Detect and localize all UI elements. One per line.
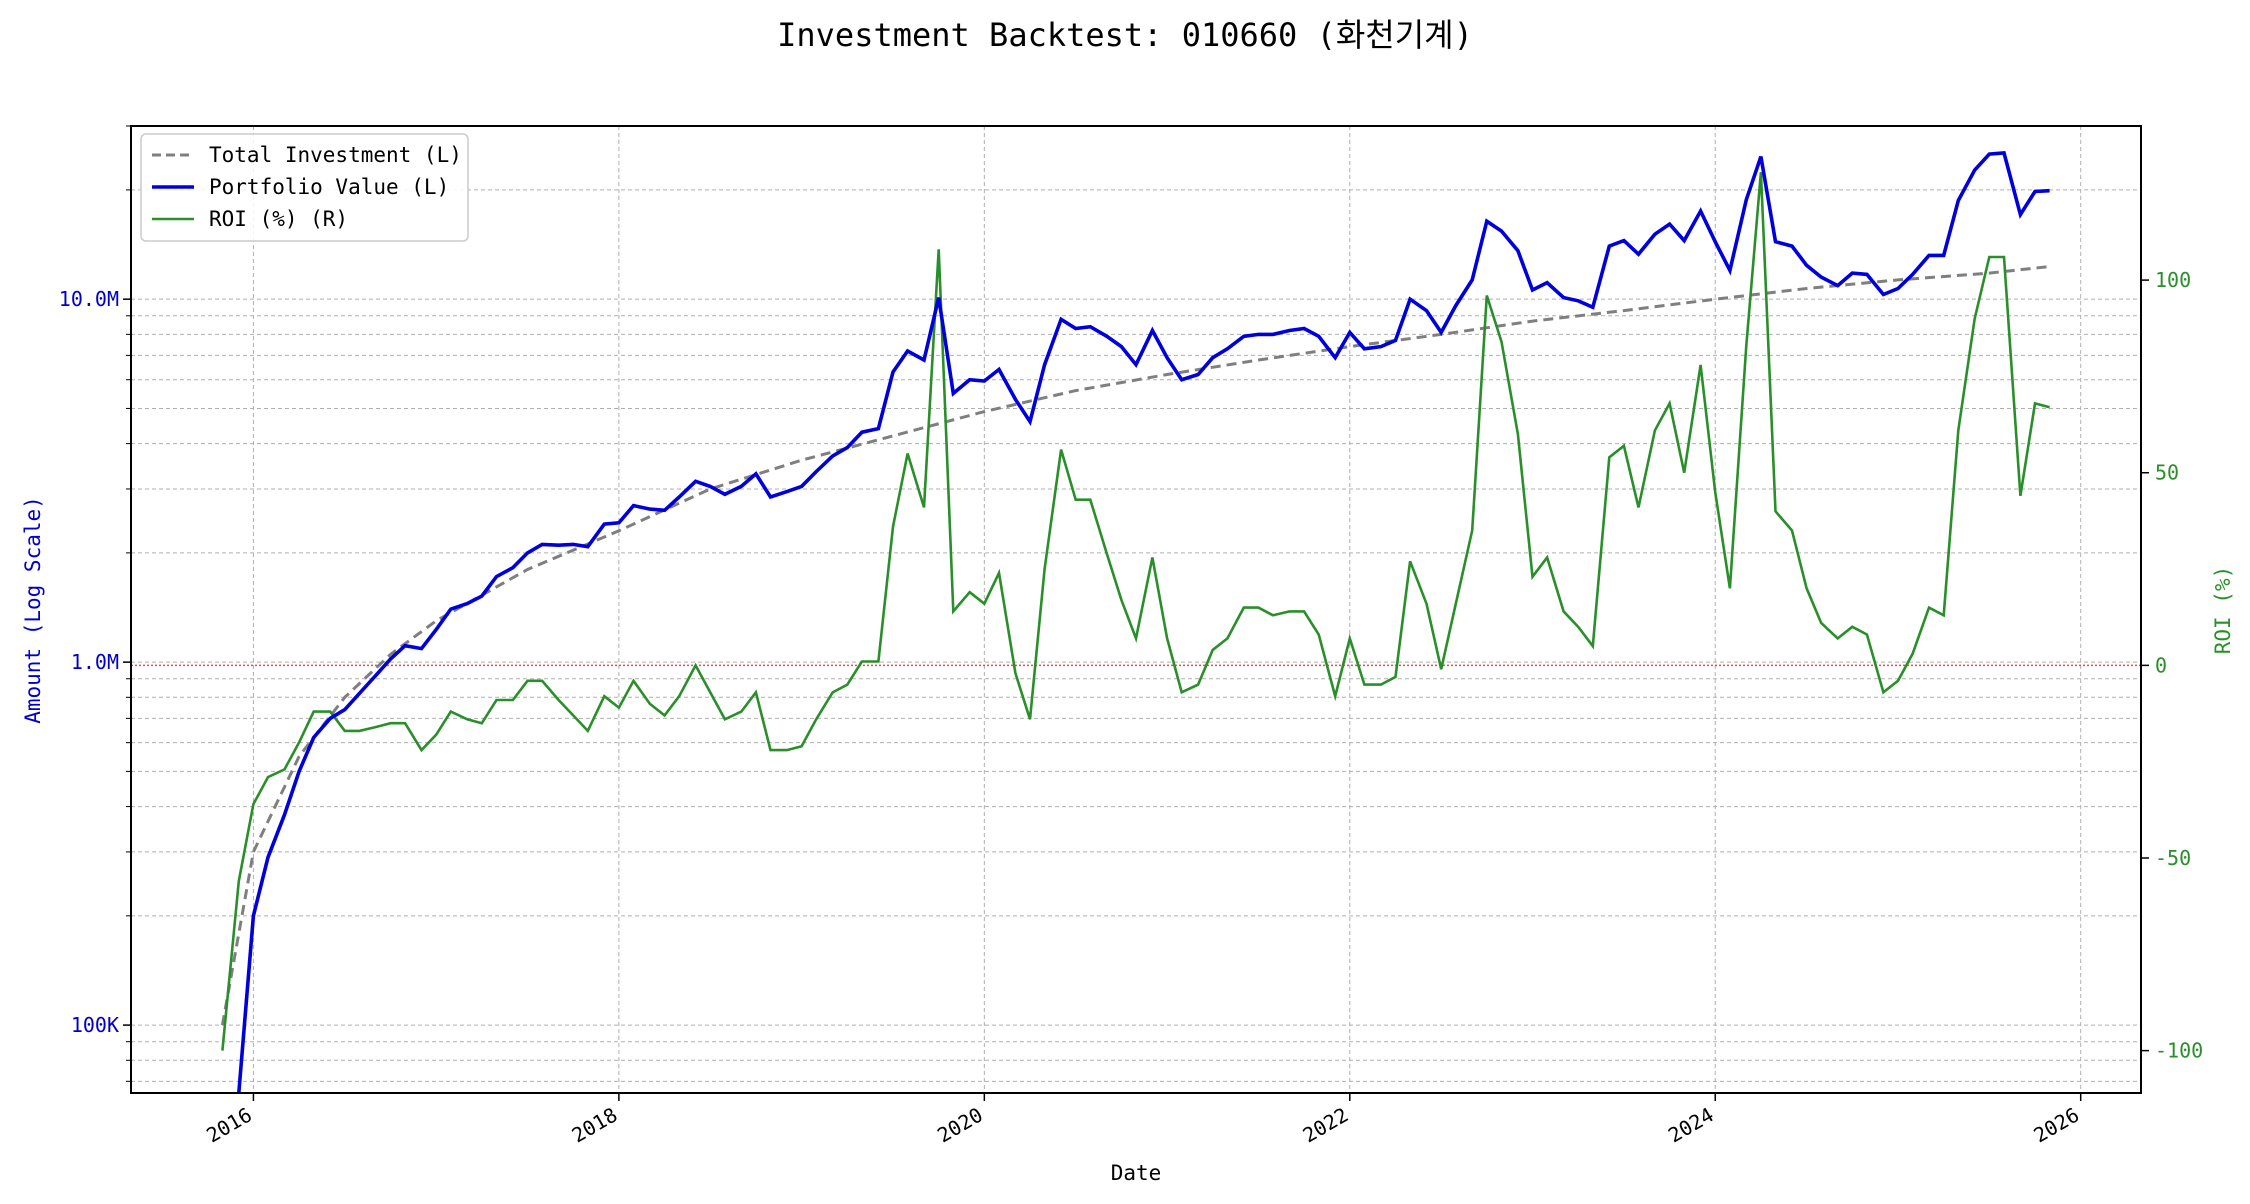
y-right-tick-label: -100 (2155, 1039, 2203, 1063)
y-left-tick-label: 1.0M (71, 650, 119, 674)
legend-label-total: Total Investment (L) (209, 143, 462, 167)
legend-box (140, 133, 469, 242)
y-right-axis-label: ROI (%) (2211, 566, 2235, 655)
x-tick-label: 2026 (2029, 1103, 2083, 1148)
plot-frame (130, 125, 2142, 1094)
legend-label-roi: ROI (%) (R) (209, 207, 348, 231)
total-investment-line (220, 265, 2050, 1026)
chart-title: Investment Backtest: 010660 (화천기계) (777, 16, 1473, 54)
y-left-axis-ticks: 100K 1.0M 10.0M (59, 125, 131, 1082)
grid (131, 125, 2141, 1093)
series-group (220, 150, 2050, 1094)
y-left-tick-label: 100K (71, 1013, 119, 1037)
portfolio-value-line (237, 150, 2050, 1094)
x-tick-label: 2022 (1299, 1103, 1353, 1148)
x-tick-label: 2024 (1664, 1103, 1718, 1148)
x-tick-label: 2020 (933, 1103, 987, 1148)
x-tick-label: 2016 (202, 1103, 256, 1148)
x-tick-label: 2018 (568, 1103, 622, 1148)
y-right-axis-ticks: -100 -50 0 50 100 (2141, 268, 2203, 1063)
roi-line (221, 172, 2050, 1051)
y-right-tick-label: 50 (2155, 461, 2179, 485)
x-axis-ticks: 2016 2018 2020 2022 2024 2026 (202, 1093, 2083, 1147)
legend: Total Investment (L) Portfolio Value (L)… (140, 133, 469, 242)
y-right-tick-label: -50 (2155, 846, 2191, 870)
legend-label-portfolio: Portfolio Value (L) (209, 175, 449, 199)
y-right-tick-label: 100 (2155, 268, 2191, 292)
y-right-tick-label: 0 (2155, 653, 2167, 677)
x-axis-label: Date (1111, 1161, 1162, 1185)
y-left-tick-label: 10.0M (59, 287, 119, 311)
y-left-axis-label: Amount (Log Scale) (21, 496, 45, 724)
